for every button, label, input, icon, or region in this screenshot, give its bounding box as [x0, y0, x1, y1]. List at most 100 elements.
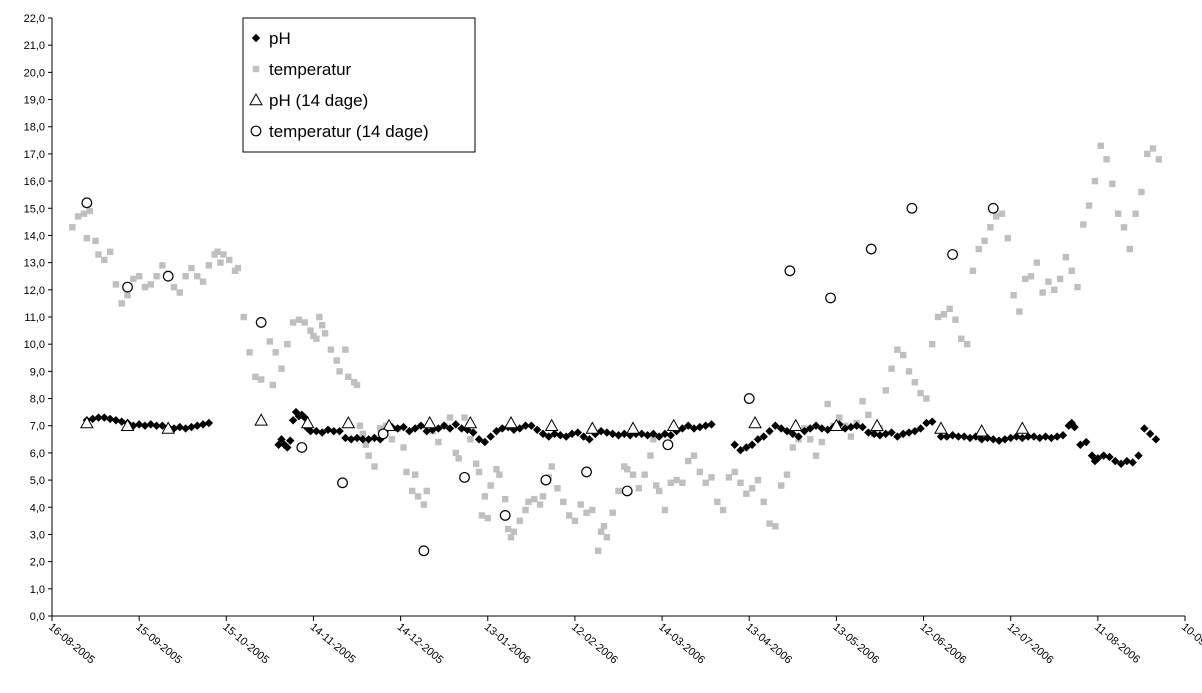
- data-point: [1103, 156, 1110, 163]
- data-point: [455, 455, 462, 462]
- data-point: [499, 510, 511, 521]
- data-point: [753, 435, 763, 444]
- data-point: [748, 415, 762, 429]
- data-point: [597, 528, 605, 535]
- data-point: [754, 476, 762, 484]
- y-tick-label: 5,0: [30, 475, 45, 487]
- data-point: [650, 436, 657, 443]
- data-point: [643, 431, 652, 440]
- series-1: [69, 142, 1163, 554]
- data-point: [987, 224, 994, 231]
- data-point: [777, 482, 785, 489]
- data-point: [994, 436, 1004, 445]
- data-point: [603, 533, 611, 541]
- data-point: [217, 259, 224, 266]
- data-point: [234, 264, 242, 272]
- data-point: [899, 429, 908, 439]
- data-point: [934, 313, 942, 321]
- data-point: [472, 460, 480, 467]
- data-point: [422, 415, 437, 429]
- data-point: [971, 432, 981, 441]
- data-point: [629, 471, 637, 478]
- data-point: [480, 437, 490, 447]
- data-point: [960, 432, 969, 441]
- data-point: [660, 429, 670, 439]
- data-point: [321, 330, 329, 337]
- data-point: [486, 432, 495, 441]
- data-point: [766, 520, 773, 527]
- data-point: [585, 435, 594, 444]
- data-point: [80, 210, 88, 217]
- data-point: [352, 433, 362, 443]
- y-tick-label: 18,0: [24, 122, 45, 134]
- data-point: [916, 424, 925, 433]
- data-point: [571, 517, 579, 525]
- data-point: [416, 421, 426, 430]
- data-point: [905, 368, 913, 375]
- data-point: [496, 471, 503, 478]
- data-point: [544, 418, 559, 432]
- data-point: [272, 349, 279, 356]
- data-point: [1128, 458, 1137, 467]
- x-tick-label: 15-09-2005: [133, 621, 184, 666]
- data-point: [1145, 429, 1155, 439]
- series-0: [82, 407, 1161, 468]
- data-point: [998, 210, 1006, 217]
- data-point: [1149, 145, 1157, 152]
- data-point: [187, 422, 196, 432]
- x-tick-label: 13-04-2006: [743, 621, 794, 666]
- y-tick-label: 9,0: [30, 366, 45, 378]
- data-point: [1132, 210, 1139, 217]
- data-point: [461, 414, 468, 421]
- data-point: [906, 202, 918, 214]
- data-point: [1105, 452, 1114, 462]
- data-point: [515, 424, 524, 433]
- data-point: [1091, 177, 1099, 185]
- data-point: [560, 498, 567, 506]
- data-point: [1022, 275, 1029, 283]
- data-point: [829, 418, 844, 432]
- data-point: [300, 415, 315, 429]
- data-point: [782, 426, 792, 436]
- data-point: [666, 418, 681, 432]
- data-point: [940, 311, 948, 318]
- data-point: [550, 429, 559, 439]
- data-point: [647, 452, 654, 459]
- data-point: [689, 424, 699, 433]
- data-point: [666, 431, 675, 440]
- data-point: [457, 424, 466, 433]
- data-point: [269, 381, 276, 389]
- data-point: [615, 487, 622, 495]
- data-point: [609, 509, 616, 516]
- data-point: [708, 474, 715, 481]
- data-point: [364, 435, 373, 444]
- y-tick-label: 13,0: [24, 258, 45, 270]
- y-tick-label: 12,0: [24, 285, 45, 297]
- data-point: [359, 430, 367, 438]
- data-point: [306, 426, 315, 436]
- data-point: [257, 376, 265, 383]
- x-tick-label: 13-05-2006: [830, 621, 881, 666]
- data-point: [1041, 432, 1050, 441]
- data-point: [696, 468, 704, 476]
- data-point: [911, 379, 919, 386]
- data-point: [418, 545, 430, 557]
- y-tick-label: 3,0: [30, 529, 45, 541]
- data-point: [858, 422, 867, 432]
- data-point: [1116, 459, 1126, 468]
- data-point: [159, 262, 166, 269]
- data-point: [199, 278, 207, 285]
- data-point: [904, 428, 914, 437]
- data-point: [532, 425, 542, 435]
- data-point: [1134, 451, 1143, 460]
- data-point: [614, 431, 623, 440]
- data-point: [341, 415, 356, 429]
- data-point: [577, 501, 584, 508]
- data-point: [679, 479, 686, 487]
- data-point: [492, 426, 501, 436]
- data-point: [170, 283, 178, 291]
- data-point: [608, 429, 617, 439]
- data-point: [522, 506, 529, 514]
- data-point: [1067, 418, 1076, 428]
- data-point: [318, 321, 326, 329]
